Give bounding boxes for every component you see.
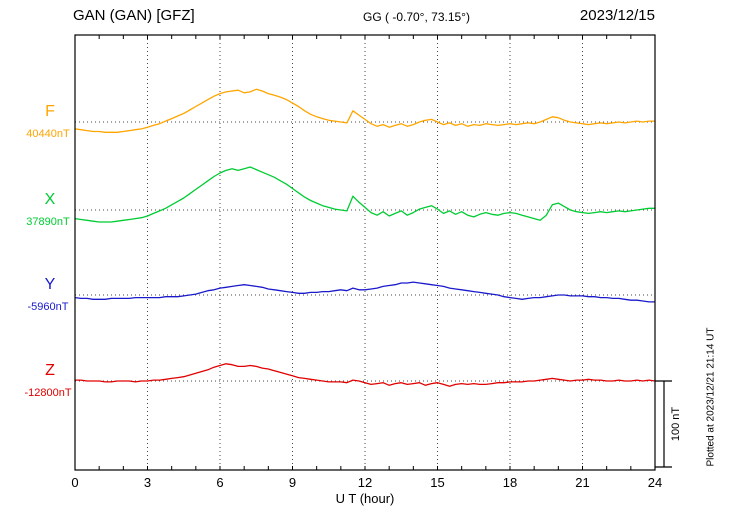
series-label-X: X — [45, 191, 56, 208]
series-label-F: F — [45, 103, 55, 120]
x-tick-label-9: 9 — [289, 475, 296, 490]
series-baseline-value-Y: -5960nT — [28, 301, 69, 313]
x-axis-title: U T (hour) — [335, 491, 395, 506]
x-tick-label-21: 21 — [575, 475, 589, 490]
series-baseline-value-F: 40440nT — [26, 128, 70, 140]
series-baseline-value-X: 37890nT — [26, 216, 70, 228]
plot-frame — [74, 34, 656, 471]
coords-label: GG ( -0.70°, 73.15°) — [363, 10, 470, 24]
x-tick-label-3: 3 — [144, 475, 151, 490]
x-tick-label-12: 12 — [358, 475, 372, 490]
series-baseline-value-Z: -12800nT — [24, 387, 71, 399]
x-tick-label-6: 6 — [216, 475, 223, 490]
x-tick-label-0: 0 — [71, 475, 78, 490]
scale-bar-label: 100 nT — [670, 407, 682, 442]
trace-Y — [74, 281, 655, 303]
trace-F — [74, 88, 655, 133]
x-tick-label-24: 24 — [648, 475, 662, 490]
x-tick-label-18: 18 — [503, 475, 517, 490]
series-label-Y: Y — [45, 276, 56, 293]
trace-Z — [75, 363, 656, 387]
station-title: GAN (GAN) [GFZ] — [73, 7, 195, 24]
x-tick-label-15: 15 — [430, 475, 444, 490]
date-label: 2023/12/15 — [579, 7, 655, 24]
trace-X — [74, 166, 655, 223]
series-label-Z: Z — [45, 362, 55, 379]
plotted-at-label: Plotted at 2023/12/21 21:14 UT — [705, 327, 717, 467]
